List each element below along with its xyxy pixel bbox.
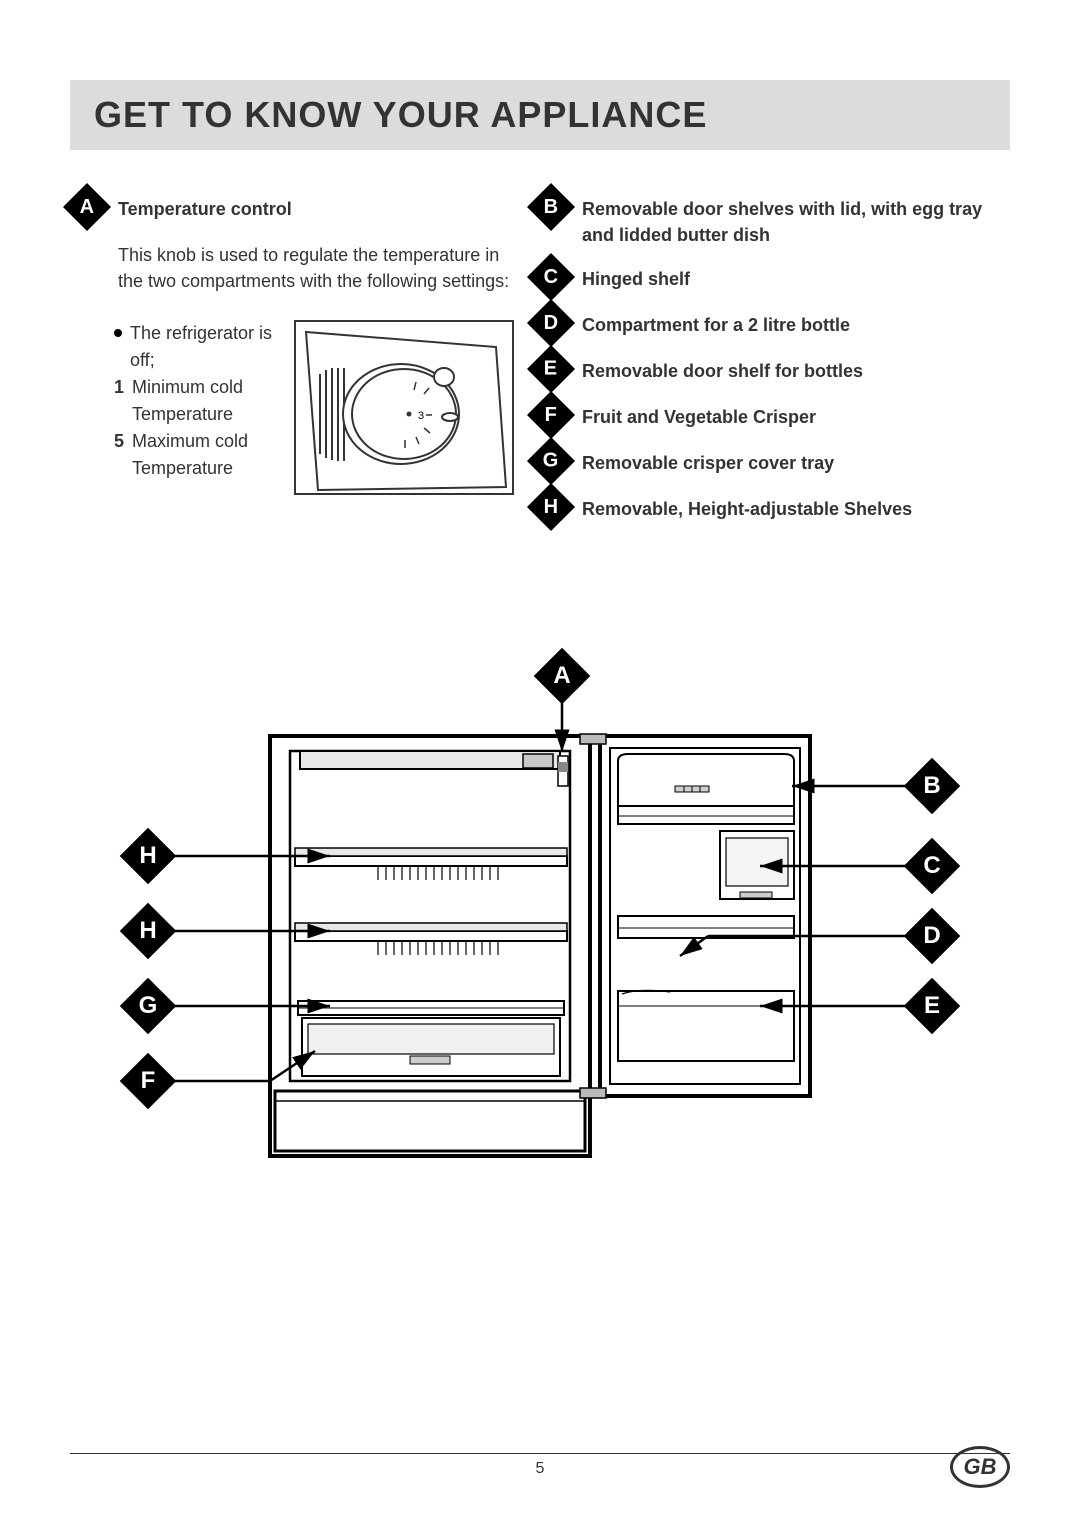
item-g-row: G Removable crisper cover tray <box>534 444 1010 478</box>
item-f-row: F Fruit and Vegetable Crisper <box>534 398 1010 432</box>
item-d-row: D Compartment for a 2 litre bottle <box>534 306 1010 340</box>
item-a-label: Temperature control <box>118 190 292 222</box>
item-f-label: Fruit and Vegetable Crisper <box>582 398 816 430</box>
diamond-a-icon: A <box>63 183 111 231</box>
diamond-f-icon: F <box>527 391 575 439</box>
fridge-svg <box>120 656 960 1236</box>
diamond-h-icon: H <box>527 483 575 531</box>
diamond-b-icon: B <box>527 183 575 231</box>
country-badge: GB <box>950 1446 1010 1488</box>
footer: 5 <box>70 1453 1010 1478</box>
fridge-diagram: A B C D E H H G F <box>120 656 960 1236</box>
item-a-row: A Temperature control <box>70 190 514 224</box>
knob-svg: 3 <box>296 322 516 497</box>
item-g-label: Removable crisper cover tray <box>582 444 834 476</box>
left-column: A Temperature control This knob is used … <box>70 190 514 536</box>
item-h-label: Removable, Height-adjustable Shelves <box>582 490 912 522</box>
title-bar: GET TO KNOW YOUR APPLIANCE <box>70 80 1010 150</box>
diamond-d-icon: D <box>527 299 575 347</box>
item-c-label: Hinged shelf <box>582 260 690 292</box>
item-e-label: Removable door shelf for bottles <box>582 352 863 384</box>
page-title: GET TO KNOW YOUR APPLIANCE <box>94 94 986 136</box>
right-column: B Removable door shelves with lid, with … <box>534 190 1010 536</box>
content-columns: A Temperature control This knob is used … <box>70 190 1010 536</box>
settings-list: The refrigerator is off; 1 Minimum cold … <box>114 320 274 495</box>
setting-off: The refrigerator is off; <box>114 320 274 374</box>
diamond-c-icon: C <box>527 253 575 301</box>
item-h-row: H Removable, Height-adjustable Shelves <box>534 490 1010 524</box>
footer-rule <box>70 1453 1010 1454</box>
page-number: 5 <box>70 1460 1010 1478</box>
item-e-row: E Removable door shelf for bottles <box>534 352 1010 386</box>
item-a-description: This knob is used to regulate the temper… <box>70 242 514 294</box>
dial-number: 3 <box>418 410 424 422</box>
diamond-e-icon: E <box>527 345 575 393</box>
settings-block: The refrigerator is off; 1 Minimum cold … <box>70 320 514 495</box>
diamond-g-icon: G <box>527 437 575 485</box>
setting-min: 1 Minimum cold Temperature <box>114 374 274 428</box>
item-b-label: Removable door shelves with lid, with eg… <box>582 190 1010 248</box>
item-d-label: Compartment for a 2 litre bottle <box>582 306 850 338</box>
knob-illustration: 3 <box>294 320 514 495</box>
item-b-row: B Removable door shelves with lid, with … <box>534 190 1010 248</box>
setting-max: 5 Maximum cold Temperature <box>114 428 274 482</box>
item-c-row: C Hinged shelf <box>534 260 1010 294</box>
